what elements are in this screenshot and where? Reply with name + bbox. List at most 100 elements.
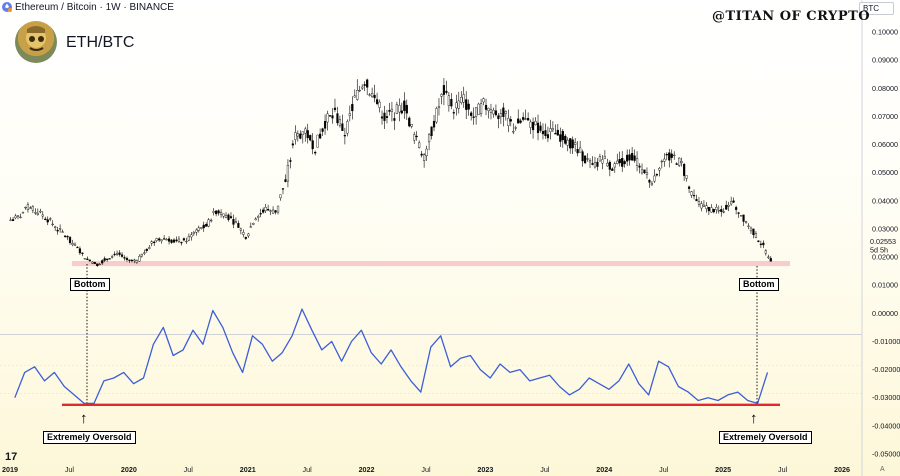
candle [336, 106, 339, 126]
candle-body [425, 148, 428, 156]
candle-body [73, 243, 77, 246]
candle-body [534, 121, 537, 126]
candle-body [323, 121, 327, 129]
candle-body [264, 206, 267, 211]
candle [358, 85, 361, 93]
candle-body [499, 113, 502, 117]
candle [757, 240, 760, 243]
candle [707, 206, 710, 216]
candle-body [160, 239, 163, 242]
candle-body [455, 102, 458, 109]
candle [591, 156, 594, 166]
candle [687, 185, 691, 194]
candle [507, 109, 510, 133]
candle-body [61, 231, 64, 233]
candle-body [81, 252, 84, 254]
y-tick-label: -0.01000 [872, 337, 900, 346]
candle-body [640, 169, 644, 174]
candle [455, 94, 458, 116]
symbol-header[interactable]: Ethereum / Bitcoin · 1W · BINANCE [0, 0, 174, 14]
candle-body [326, 113, 329, 123]
auto-scale-toggle[interactable]: A [880, 466, 885, 473]
oversold-label-left: Extremely Oversold [43, 431, 136, 444]
candle-body [611, 168, 614, 171]
candle-body [39, 210, 42, 213]
candle [576, 141, 579, 157]
candle [484, 98, 488, 116]
candle-body [123, 257, 126, 259]
candle [78, 246, 82, 256]
candle-body [356, 89, 359, 100]
candle-body [195, 229, 198, 233]
candle-body [695, 199, 698, 202]
candle [502, 102, 505, 127]
watermark: @TITAN OF CRYPTO [712, 9, 871, 24]
candle [732, 197, 735, 204]
candle-body [675, 163, 678, 165]
candle-body [502, 107, 505, 117]
candle-body [120, 254, 124, 257]
candle [83, 258, 86, 260]
candle [400, 102, 403, 115]
candle-body [262, 209, 265, 213]
candle [470, 111, 473, 121]
candle [536, 114, 540, 141]
y-tick-label: 0.08000 [872, 84, 898, 93]
candle [752, 228, 755, 239]
candle [754, 231, 758, 239]
candle [73, 242, 77, 246]
candle-body [135, 260, 138, 263]
y-tick-label: 0.01000 [872, 281, 898, 290]
candle [276, 205, 280, 215]
candle [440, 93, 443, 105]
candle-body [26, 204, 30, 211]
x-tick-label: Jul [184, 465, 194, 474]
candle-body [635, 158, 639, 166]
candle [16, 215, 20, 220]
candle [531, 117, 535, 139]
candle [237, 220, 240, 228]
candle-body [472, 116, 475, 118]
currency-selector[interactable]: BTC [859, 2, 894, 15]
candle-body [78, 248, 82, 254]
candle-body [197, 227, 200, 231]
candle [34, 208, 37, 215]
candle [663, 153, 666, 167]
candle-body [390, 108, 394, 112]
candle [289, 157, 292, 169]
candle-body [613, 163, 616, 168]
candle [549, 119, 552, 140]
candle-body [524, 118, 527, 120]
candle [21, 211, 25, 214]
candle [86, 256, 89, 261]
candle [452, 109, 455, 120]
candle [338, 115, 342, 128]
candle [648, 178, 651, 188]
candle [254, 217, 257, 221]
candle-body [11, 219, 15, 222]
y-tick-label: -0.05000 [872, 450, 900, 459]
indicator-series-line [14, 308, 769, 405]
candle [678, 157, 681, 167]
candle-body [527, 118, 530, 121]
candle-body [479, 103, 483, 115]
candle-body [299, 133, 302, 139]
tradingview-logo-icon[interactable]: 17 [5, 451, 18, 463]
candle [128, 259, 131, 264]
candle [722, 208, 725, 214]
candle [569, 138, 572, 154]
candle-body [306, 130, 309, 139]
candle-body [564, 135, 567, 144]
candle-body [700, 203, 703, 209]
candle-body [271, 209, 275, 214]
candle-body [581, 151, 584, 162]
candle [252, 222, 255, 226]
candle-body [749, 227, 753, 232]
candle [554, 124, 557, 135]
candle-body [46, 219, 49, 223]
candle [19, 213, 22, 219]
candle [212, 208, 215, 216]
candle-body [321, 128, 324, 132]
candle [710, 204, 713, 213]
